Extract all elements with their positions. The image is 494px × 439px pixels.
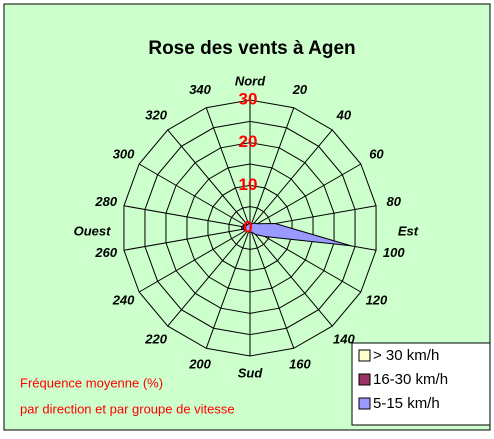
spoke (249, 129, 333, 229)
spoke (249, 107, 295, 229)
category-label: 60 (369, 146, 384, 161)
category-label: 220 (144, 331, 167, 346)
spoke (249, 227, 333, 327)
chart-title: Rose des vents à Agen (148, 38, 355, 59)
legend-label: 16-30 km/h (373, 371, 448, 388)
legend-swatch (358, 397, 371, 410)
spoke (167, 129, 251, 229)
spoke (138, 163, 251, 229)
category-label: 140 (333, 331, 355, 346)
series-area (243, 222, 351, 247)
spoke (138, 227, 251, 293)
y-tick-label: 30 (239, 89, 258, 108)
category-label: 120 (366, 292, 388, 307)
annotation: par direction et par groupe de vitesse (20, 401, 235, 416)
annotation: Fréquence moyenne (%) (20, 375, 163, 390)
category-label: 160 (289, 357, 311, 372)
category-label: 320 (145, 108, 167, 123)
spoke (249, 227, 295, 349)
category-label: 300 (113, 146, 135, 161)
spoke (249, 227, 362, 293)
category-label: Nord (235, 73, 266, 88)
legend-swatch (358, 349, 371, 362)
category-label: 80 (387, 194, 402, 209)
category-label: 100 (383, 245, 405, 260)
spoke (205, 227, 251, 349)
category-label: 40 (336, 108, 352, 123)
y-tick-label: 0 (243, 217, 252, 236)
legend-label: > 30 km/h (373, 347, 439, 364)
category-label: 200 (188, 357, 211, 372)
legend-swatch (358, 373, 371, 386)
category-label: 260 (94, 245, 117, 260)
spoke (123, 227, 251, 251)
category-label: 240 (112, 292, 135, 307)
category-label: Sud (238, 365, 264, 380)
legend (351, 342, 491, 426)
y-tick-label: 10 (239, 175, 258, 194)
category-label: 280 (94, 194, 117, 209)
legend-label: 5-15 km/h (373, 395, 440, 412)
category-label: 340 (189, 82, 211, 97)
spoke (205, 107, 251, 229)
spoke (123, 205, 251, 229)
category-label: 20 (292, 82, 308, 97)
spoke (249, 163, 362, 229)
spoke (167, 227, 251, 327)
y-tick-label: 20 (239, 132, 258, 151)
compass-label: Ouest (74, 223, 112, 238)
compass-label: Est (398, 223, 419, 238)
